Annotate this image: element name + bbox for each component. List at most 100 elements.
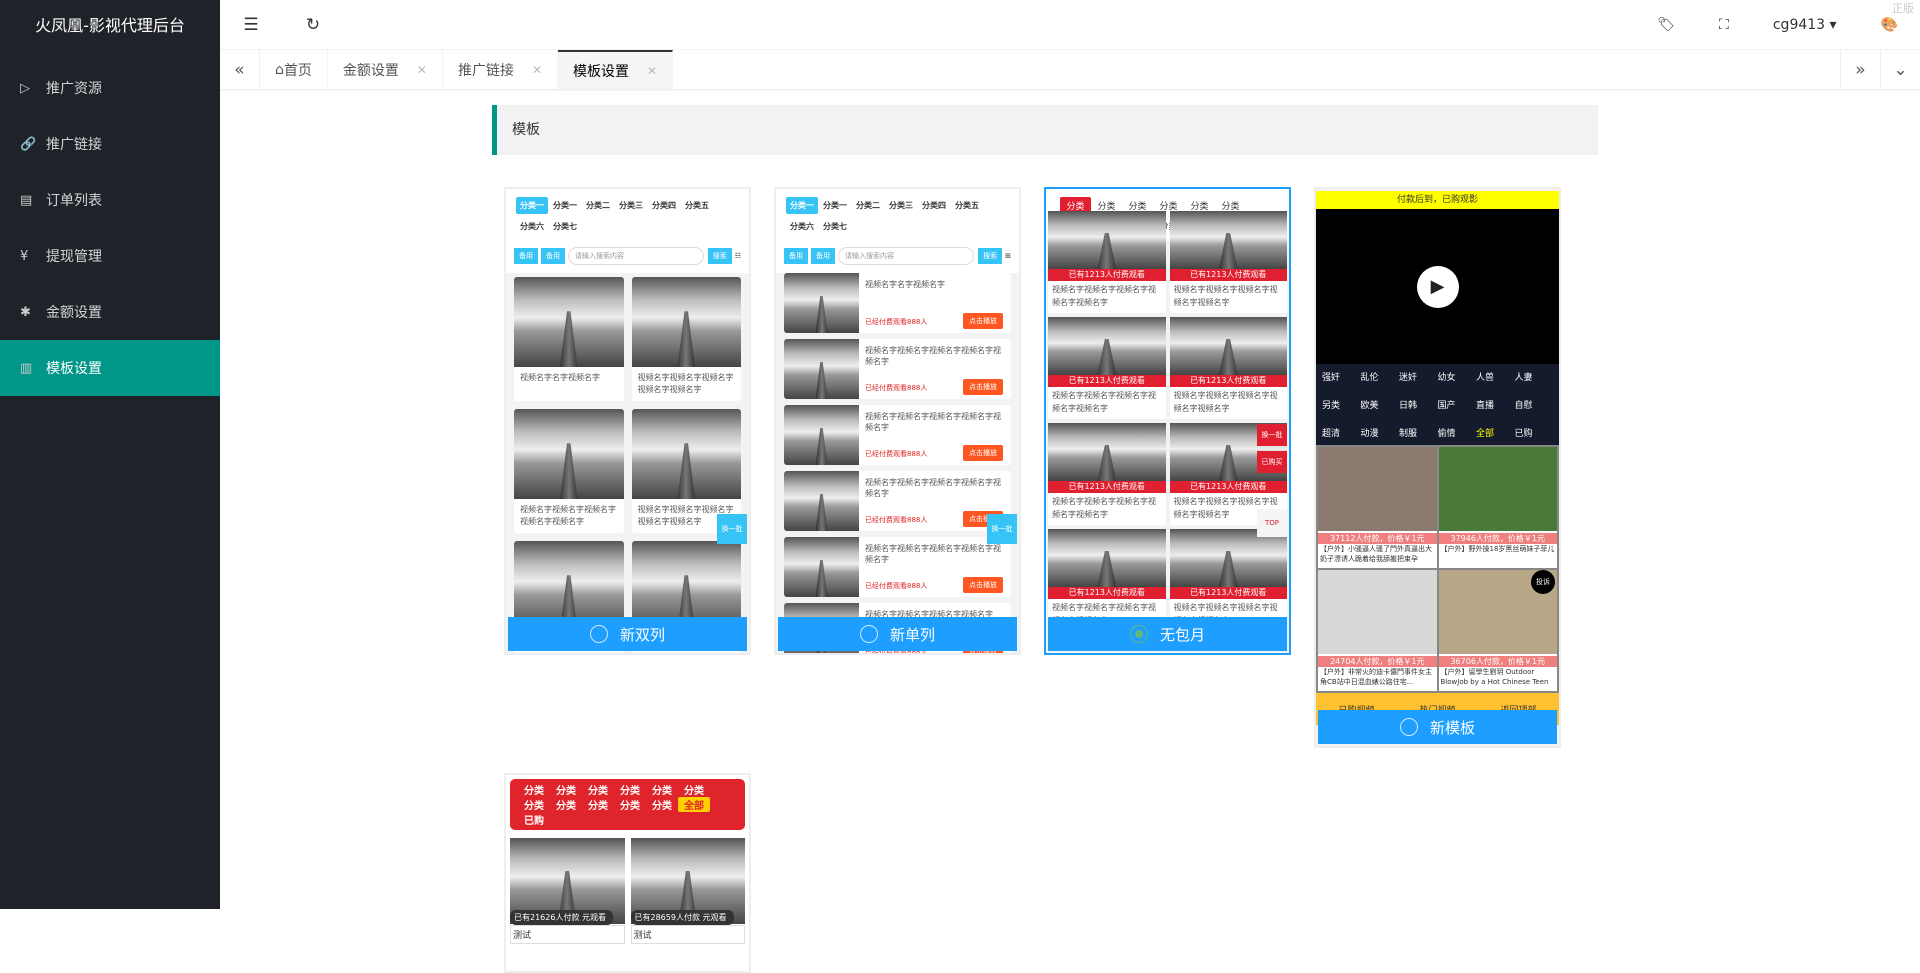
play-button[interactable]: 点击播放	[963, 379, 1003, 395]
category-tab[interactable]: 分类	[1159, 202, 1178, 212]
report-button[interactable]: 投诉	[1531, 570, 1555, 594]
search-button[interactable]: 搜索	[978, 248, 1003, 264]
video-item[interactable]: 37112人付款，价格￥1元 【户外】小骚逼人骚了門外真逼出大奶子漂诱人跪着给我舔…	[1318, 447, 1437, 568]
spare-button[interactable]: 备用	[541, 248, 565, 264]
user-menu[interactable]: cg9413 ▾	[1772, 16, 1837, 33]
category-tab[interactable]: 分类六	[790, 222, 814, 231]
search-button[interactable]: 搜索	[707, 248, 732, 264]
tabs-scroll-right-icon[interactable]: »	[1840, 50, 1880, 89]
video-item[interactable]: 已有1213人付费观看视频名字视频名字视频名字视频名字视频名字	[1169, 211, 1287, 313]
category-tab[interactable]: 分类二	[586, 201, 610, 210]
category-tab[interactable]: 制服	[1399, 429, 1418, 439]
spare-button[interactable]: 备用	[784, 248, 808, 264]
sidebar-item-3[interactable]: ¥ 提现管理	[0, 228, 220, 284]
search-input[interactable]: 请输入搜索内容	[568, 247, 704, 265]
fullscreen-icon[interactable]: ⛶	[1719, 16, 1729, 33]
category-tab[interactable]: 分类三	[619, 201, 643, 210]
video-item[interactable]: 视频名字视频名字视频名字视频名字视频名字 已经付费观看888人 点击播放	[784, 339, 1011, 399]
radio-icon[interactable]	[1129, 625, 1148, 643]
video-item[interactable]: 36706人付款，价格￥1元 【户外】留學生劉玥 Outdoor BlowJob …	[1438, 570, 1557, 691]
radio-icon[interactable]	[859, 625, 878, 643]
radio-icon[interactable]	[1399, 718, 1418, 736]
category-tab[interactable]: 偷情	[1437, 429, 1456, 439]
category-tab[interactable]: 分类	[588, 801, 608, 812]
video-item[interactable]: 已有1213人付费观看视频名字视频名字视频名字视频名字视频名字	[1048, 423, 1166, 525]
category-tab[interactable]: 已购	[1514, 429, 1533, 439]
preview-item[interactable]: 已有21626人付款 元观看 测试	[510, 838, 625, 944]
video-item[interactable]: 已有1213人付费观看视频名字视频名字视频名字视频名字视频名字	[1169, 317, 1287, 419]
tab-close-icon[interactable]: ✕	[416, 62, 427, 77]
category-tab[interactable]: 分类	[1190, 202, 1209, 212]
category-tab[interactable]: 分类一	[786, 197, 818, 214]
play-button[interactable]: 点击播放	[963, 445, 1003, 461]
category-tab[interactable]: 动漫	[1360, 429, 1379, 439]
category-tab[interactable]: 分类	[684, 786, 704, 797]
category-tab[interactable]: 分类三	[889, 201, 913, 210]
category-tab[interactable]: 分类	[652, 786, 672, 797]
play-button[interactable]: 点击播放	[963, 313, 1003, 329]
category-tab[interactable]: 自慰	[1514, 401, 1533, 411]
sidebar-item-1[interactable]: 🔗 推广链接	[0, 116, 220, 172]
category-tab[interactable]: 分类七	[553, 222, 577, 231]
select-template-button[interactable]: 新模板	[1318, 710, 1557, 744]
category-tab[interactable]: 分类	[556, 786, 576, 797]
sidebar-item-0[interactable]: ▷ 推广资源	[0, 60, 220, 116]
sidebar-item-5[interactable]: ▥ 模板设置	[0, 340, 220, 396]
video-item[interactable]: 视频名字名字视频名字 已经付费观看888人 点击播放	[784, 273, 1011, 333]
select-template-button[interactable]: 新双列	[508, 617, 747, 651]
tab-close-icon[interactable]: ✕	[647, 63, 658, 78]
category-tab[interactable]: 分类	[1159, 222, 1178, 232]
tabs-menu-chevron-down-icon[interactable]: ⌄	[1880, 50, 1920, 89]
video-item[interactable]: 已有1213人付费观看视频名字视频名字视频名字视频名字视频名字	[1048, 317, 1166, 419]
category-tab[interactable]: 人兽	[1476, 373, 1495, 383]
tab-3[interactable]: 模板设置 ✕	[558, 50, 674, 89]
tag-icon[interactable]: 🏷	[1657, 16, 1676, 33]
category-tab[interactable]: 分类	[620, 801, 640, 812]
video-item[interactable]: 视频名字视频名字视频名字视频名字视频名字	[514, 409, 624, 533]
collapse-sidebar-icon[interactable]: ☰	[243, 14, 259, 35]
template-card-3[interactable]: 付款后到，已购观影 ▶ 强奸 乱伦 迷奸 幼女 人兽 人妻 另类 欧美 日韩 国产 直播 自慰 超清 动漫 制服…	[1314, 187, 1561, 748]
category-tab[interactable]: 欧美	[1360, 401, 1379, 411]
category-tab[interactable]: 分类	[1060, 197, 1091, 214]
tab-2[interactable]: 推广链接 ✕	[443, 50, 559, 89]
category-tab[interactable]: 超清	[1322, 429, 1341, 439]
category-tab[interactable]: 分类	[1128, 202, 1147, 212]
category-tab[interactable]: 已购	[524, 816, 544, 827]
category-tab[interactable]: 强奸	[1322, 373, 1341, 383]
category-tab[interactable]: 人妻	[1514, 373, 1533, 383]
category-tab[interactable]: 分类	[1097, 202, 1116, 212]
category-tab[interactable]: 分类五	[685, 201, 709, 210]
category-tab[interactable]: 乱伦	[1360, 373, 1379, 383]
category-tab[interactable]: 分类	[524, 786, 544, 797]
template-card-1[interactable]: 分类一 分类一 分类二 分类三 分类四 分类五 分类六 分类七 备用 备用 请输入搜索内容 搜索 ⊞ 视频…	[774, 187, 1021, 655]
category-tab[interactable]: 另类	[1322, 401, 1341, 411]
list-view-icon[interactable]: ☷	[734, 252, 741, 260]
select-template-button[interactable]: 无包月	[1048, 617, 1287, 651]
video-item[interactable]: 已有1213人付费观看视频名字视频名字视频名字视频名字视频名字	[1048, 211, 1166, 313]
play-button[interactable]: 点击播放	[963, 577, 1003, 593]
sidebar-item-4[interactable]: ✱ 金额设置	[0, 284, 220, 340]
purchased-button[interactable]: 已购买	[1257, 451, 1287, 473]
template-card-4[interactable]: 分类 分类 分类 分类 分类 分类 分类 分类 分类 分类 分类 全部 已购 已有21626人付款 元观看…	[504, 773, 751, 973]
category-tab[interactable]: 全部	[1476, 429, 1495, 439]
category-tab[interactable]: 分类一	[516, 197, 548, 214]
tab-0[interactable]: ⌂ 首页	[260, 50, 328, 89]
refresh-batch-button[interactable]: 换一批	[987, 514, 1017, 544]
category-tab[interactable]: 分类二	[856, 201, 880, 210]
tab-close-icon[interactable]: ✕	[531, 62, 543, 77]
refresh-icon[interactable]: ↻	[305, 14, 321, 35]
category-tab[interactable]: 分类四	[922, 201, 946, 210]
category-tab[interactable]: 分类一	[553, 201, 577, 210]
template-card-0[interactable]: 分类一 分类一 分类二 分类三 分类四 分类五 分类六 分类七 备用 备用 请输入搜索内容 搜索 ☷ 视频…	[504, 187, 751, 655]
spare-button[interactable]: 备用	[514, 248, 538, 264]
grid-view-icon[interactable]: ⊞	[1005, 252, 1011, 260]
category-tab[interactable]: 分类	[588, 786, 608, 797]
category-tab[interactable]: 分类七	[823, 222, 847, 231]
category-tab[interactable]: 分类	[524, 801, 544, 812]
preview-item[interactable]: 已有28659人付款 元观看 测试	[630, 838, 745, 944]
video-item[interactable]: 视频名字视频名字视频名字视频名字视频名字 已经付费观看888人 点击播放	[784, 471, 1011, 531]
back-to-top-button[interactable]: TOP	[1257, 509, 1287, 537]
sidebar-item-2[interactable]: ▤ 订单列表	[0, 172, 220, 228]
video-item[interactable]: 视频名字视频名字视频名字视频名字视频名字 已经付费观看888人 点击播放	[784, 405, 1011, 465]
